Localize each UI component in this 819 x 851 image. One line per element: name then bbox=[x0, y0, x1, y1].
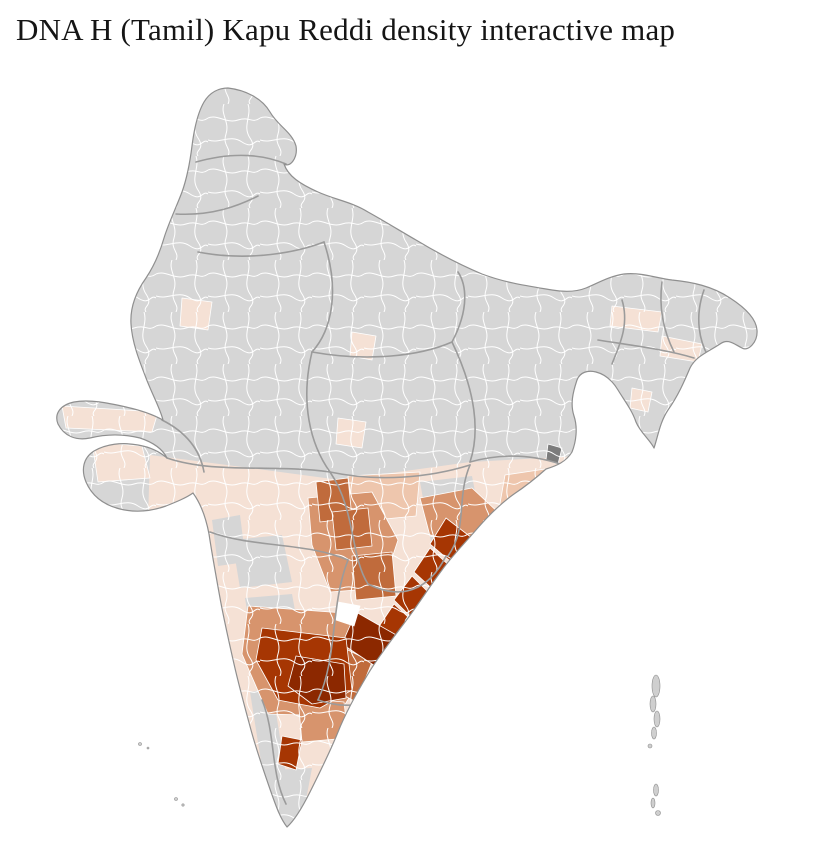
lakshadweep-island[interactable] bbox=[138, 742, 142, 746]
andaman-island[interactable] bbox=[649, 695, 657, 713]
andaman-island[interactable] bbox=[647, 743, 653, 749]
nicobar-island[interactable] bbox=[653, 783, 659, 797]
district-borders-mesh bbox=[56, 88, 758, 827]
state-borders bbox=[161, 154, 709, 805]
density-regions[interactable] bbox=[40, 70, 780, 851]
andaman-nicobar-islands[interactable] bbox=[647, 674, 661, 816]
district-region[interactable] bbox=[575, 407, 601, 439]
andaman-island[interactable] bbox=[651, 726, 657, 740]
nicobar-island[interactable] bbox=[655, 810, 661, 816]
lakshadweep-island[interactable] bbox=[181, 803, 185, 807]
andaman-island[interactable] bbox=[651, 674, 661, 698]
nicobar-island[interactable] bbox=[650, 797, 656, 809]
page-title: DNA H (Tamil) Kapu Reddi density interac… bbox=[16, 12, 676, 47]
lakshadweep-island[interactable] bbox=[174, 797, 178, 801]
andaman-island[interactable] bbox=[653, 710, 661, 728]
lakshadweep-islands[interactable] bbox=[138, 742, 185, 807]
lakshadweep-island[interactable] bbox=[146, 746, 150, 750]
